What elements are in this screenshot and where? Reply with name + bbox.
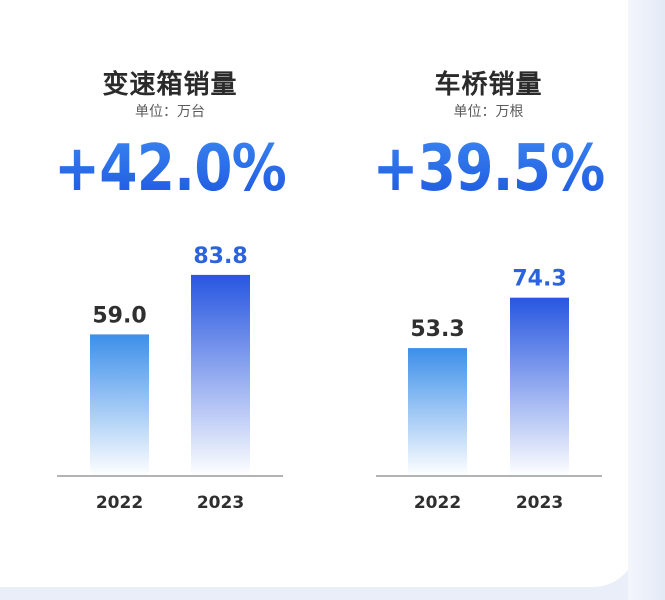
year-label-2023: 2023 [516,493,563,513]
value-label-2023: 74.3 [512,267,566,292]
chart-title: 车桥销量 [434,70,543,100]
axle-bar-chart: 53.3 2022 74.3 2023 [376,267,602,513]
value-label-2022: 59.0 [92,303,146,328]
axle-sales-panel: 车桥销量 单位：万根 +39.5% 53.3 2022 74.3 2023 [340,0,637,587]
gearbox-bar-chart: 59.0 2022 83.8 2023 [57,244,283,513]
card-edge-shade [628,0,665,600]
bar-2022 [408,348,467,476]
year-label-2022: 2022 [96,493,143,513]
bar-2022 [90,334,149,476]
value-label-2022: 53.3 [410,317,464,342]
unit-label: 单位：万台 [135,104,205,120]
bar-2023 [191,274,250,476]
value-label-2023: 83.8 [193,244,247,269]
year-label-2022: 2022 [414,493,461,513]
year-label-2023: 2023 [197,493,244,513]
bar-2023 [510,297,569,476]
gearbox-sales-panel: 变速箱销量 单位：万台 +42.0% 59.0 2022 83.8 2023 [24,70,316,513]
growth-rate: +42.0% [24,132,316,206]
unit-label: 单位：万根 [453,104,524,120]
chart-title: 变速箱销量 [102,70,238,100]
growth-rate: +39.5% [361,132,616,206]
sales-card [0,0,637,587]
